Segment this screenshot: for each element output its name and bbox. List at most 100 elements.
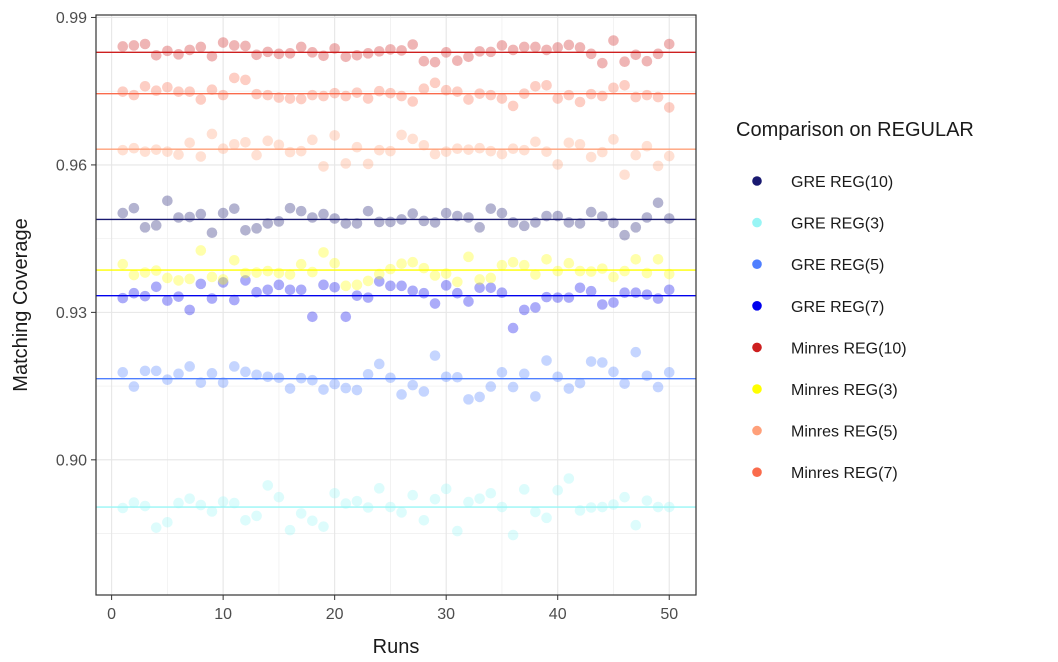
- data-point: [463, 251, 474, 263]
- data-point: [318, 279, 329, 291]
- data-point: [295, 41, 307, 53]
- data-point: [128, 269, 140, 281]
- data-point: [273, 48, 285, 60]
- data-point: [452, 210, 463, 222]
- data-point: [452, 287, 463, 299]
- data-point: [652, 48, 664, 60]
- data-point: [452, 276, 463, 288]
- data-point: [563, 292, 575, 303]
- data-point: [418, 386, 430, 397]
- data-point: [518, 259, 530, 271]
- y-tick-label: 0.90: [56, 452, 87, 469]
- data-point: [507, 381, 519, 393]
- data-point: [295, 508, 307, 519]
- data-point: [552, 265, 564, 277]
- data-point: [541, 79, 552, 91]
- data-point: [329, 87, 340, 99]
- data-point: [518, 88, 530, 99]
- data-point: [418, 83, 430, 95]
- data-point: [329, 257, 340, 269]
- data-point: [162, 195, 173, 207]
- data-point: [530, 391, 541, 402]
- data-point: [128, 497, 140, 508]
- data-point: [440, 371, 452, 383]
- data-point: [496, 207, 508, 219]
- data-point: [652, 501, 664, 513]
- data-point: [518, 484, 530, 495]
- data-point: [362, 158, 374, 170]
- data-point: [284, 383, 296, 394]
- legend: Comparison on REGULAR GRE REG(10) GRE REG…: [736, 119, 974, 482]
- data-point: [139, 146, 151, 157]
- data-point: [251, 267, 262, 278]
- data-point: [340, 158, 352, 169]
- data-point: [385, 87, 396, 99]
- data-point: [251, 88, 262, 100]
- data-point: [162, 272, 173, 284]
- data-point: [195, 245, 207, 256]
- data-point: [530, 41, 541, 53]
- data-point: [117, 144, 129, 156]
- data-point: [407, 379, 419, 391]
- data-point: [217, 277, 229, 288]
- data-point: [574, 218, 586, 229]
- data-point: [496, 501, 508, 513]
- data-point: [206, 128, 218, 140]
- data-point: [619, 491, 630, 503]
- data-point: [228, 203, 240, 214]
- data-point: [496, 259, 508, 271]
- data-point: [295, 258, 307, 270]
- data-point: [429, 350, 441, 361]
- data-point: [262, 218, 274, 229]
- data-point: [240, 514, 251, 526]
- data-point: [608, 499, 619, 510]
- data-point: [563, 383, 575, 394]
- data-point: [585, 285, 597, 297]
- data-point: [329, 487, 340, 499]
- y-tick-label: 0.93: [56, 305, 87, 322]
- data-point: [362, 48, 374, 59]
- data-point: [150, 265, 162, 276]
- data-point: [251, 149, 262, 161]
- data-point: [641, 267, 653, 279]
- data-point: [173, 275, 184, 286]
- data-point: [262, 265, 274, 277]
- data-point: [385, 372, 396, 384]
- data-point: [240, 74, 251, 86]
- data-point: [440, 84, 452, 96]
- data-point: [362, 275, 374, 287]
- legend-label: Minres REG(7): [791, 465, 898, 482]
- data-point: [373, 85, 385, 97]
- data-point: [630, 91, 642, 103]
- data-point: [485, 46, 497, 58]
- data-point: [440, 483, 452, 495]
- data-point: [652, 293, 664, 304]
- data-point: [485, 89, 497, 101]
- data-point: [429, 77, 441, 89]
- data-point: [440, 146, 452, 157]
- data-point: [630, 346, 642, 358]
- data-point: [284, 269, 296, 280]
- data-point: [362, 93, 374, 104]
- data-point: [128, 381, 140, 392]
- data-point: [541, 44, 552, 56]
- data-point: [295, 372, 307, 384]
- legend-label: Minres REG(3): [791, 382, 898, 399]
- data-point: [619, 56, 630, 67]
- data-point: [228, 361, 240, 372]
- data-point: [407, 256, 419, 268]
- data-point: [597, 357, 608, 368]
- legend-key: [752, 176, 762, 186]
- data-point: [530, 506, 541, 518]
- data-point: [385, 263, 396, 275]
- data-point: [173, 49, 184, 60]
- data-point: [507, 100, 519, 112]
- data-point: [228, 294, 240, 306]
- data-point: [574, 138, 586, 150]
- legend-label: GRE REG(7): [791, 299, 884, 316]
- data-point: [485, 487, 497, 499]
- data-point: [530, 302, 541, 313]
- data-point: [463, 144, 474, 155]
- data-point: [373, 268, 385, 280]
- data-point: [396, 280, 407, 292]
